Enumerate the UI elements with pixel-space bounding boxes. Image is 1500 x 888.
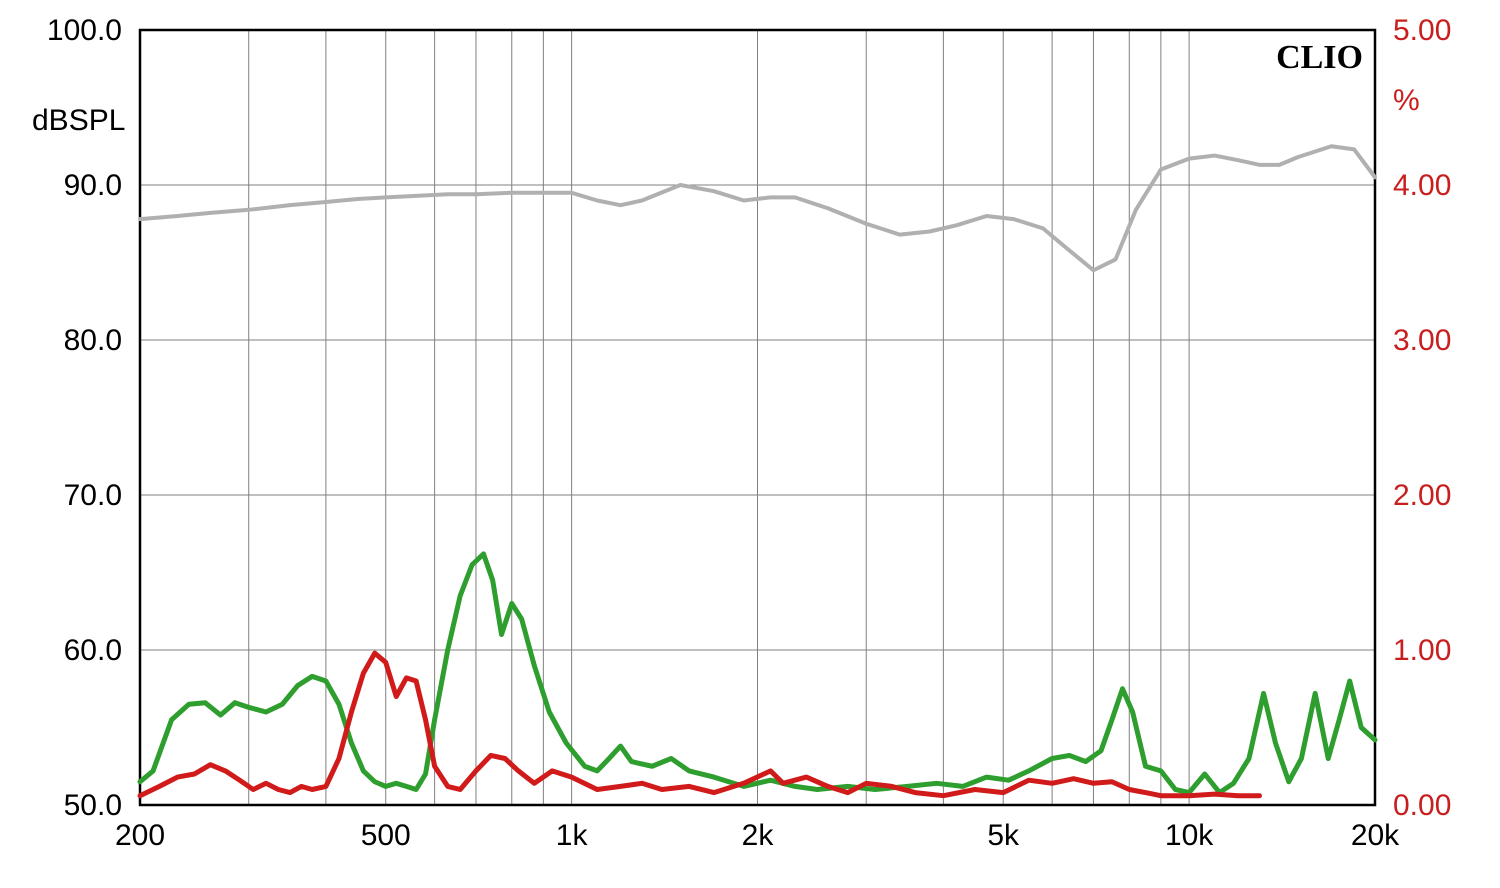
x-tick-label: 1k xyxy=(556,819,589,852)
x-tick-label: 500 xyxy=(361,819,411,852)
x-tick-label: 5k xyxy=(987,819,1020,852)
y-left-tick-label: 60.0 xyxy=(64,634,122,667)
y-right-axis-label: % xyxy=(1393,84,1420,117)
x-tick-label: 10k xyxy=(1165,819,1214,852)
y-right-tick-label: 4.00 xyxy=(1393,169,1451,202)
y-right-tick-label: 5.00 xyxy=(1393,14,1451,47)
frequency-response-chart: 50.0 60.0 70.0 80.0 90.0 100.0 dBSPL 0.00 1.00 2.… xyxy=(0,0,1500,888)
y-right-tick-label: 2.00 xyxy=(1393,479,1451,512)
x-tick-label: 200 xyxy=(115,819,165,852)
brand-label: CLIO xyxy=(1276,39,1363,76)
y-left-tick-label: 90.0 xyxy=(64,169,122,202)
y-left-tick-label: 70.0 xyxy=(64,479,122,512)
x-tick-label: 20k xyxy=(1351,819,1400,852)
y-left-axis-label: dBSPL xyxy=(32,104,125,137)
y-right-tick-label: 0.00 xyxy=(1393,789,1451,822)
y-left-tick-label: 80.0 xyxy=(64,324,122,357)
y-right-tick-label: 1.00 xyxy=(1393,634,1451,667)
y-left-tick-label: 50.0 xyxy=(64,789,122,822)
y-left-tick-label: 100.0 xyxy=(47,14,122,47)
y-right-tick-label: 3.00 xyxy=(1393,324,1451,357)
x-tick-label: 2k xyxy=(742,819,775,852)
